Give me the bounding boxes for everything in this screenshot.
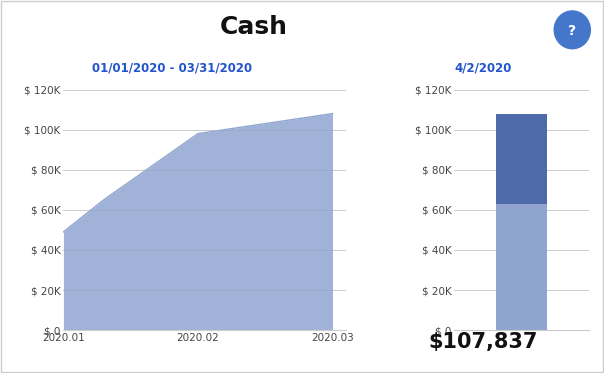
Text: 01/01/2020 - 03/31/2020: 01/01/2020 - 03/31/2020	[92, 62, 252, 75]
Text: $107,837: $107,837	[428, 332, 538, 352]
Circle shape	[554, 11, 590, 49]
Text: Cash: Cash	[220, 15, 288, 39]
Bar	[496, 114, 547, 204]
Bar	[496, 204, 547, 330]
Text: ?: ?	[568, 25, 576, 38]
Text: 4/2/2020: 4/2/2020	[455, 62, 512, 75]
